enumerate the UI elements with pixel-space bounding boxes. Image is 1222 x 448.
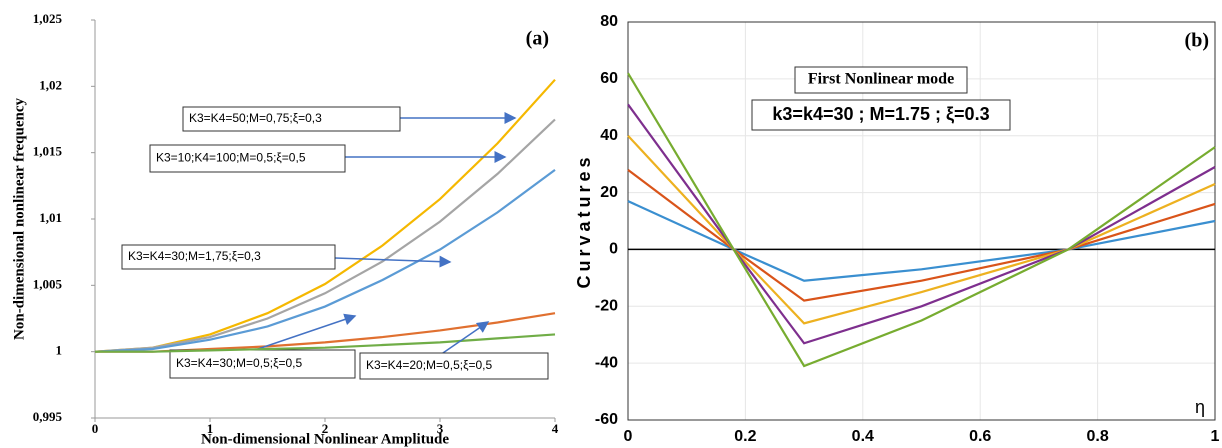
- y-tick-label: 1,02: [39, 77, 62, 92]
- annotation-arrow: [439, 321, 490, 356]
- y-tick-label: 1,005: [33, 276, 63, 291]
- line-series: [95, 333, 556, 353]
- y-tick-label: 60: [600, 70, 618, 87]
- annotation-arrow: [334, 255, 452, 268]
- legend-box: [121, 244, 336, 270]
- x-tick-label: 0: [92, 421, 99, 436]
- x-tick-label: 1: [207, 421, 214, 436]
- legend-box: [182, 106, 401, 132]
- x-tick-label: 3: [437, 421, 444, 436]
- x-tick-label: 2: [322, 421, 329, 436]
- panel-label: (a): [526, 28, 549, 50]
- legend-label: K3=K4=50;M=0,75;ξ=0,3: [189, 111, 322, 125]
- legend-label: K3=10;K4=100;M=0,5;ξ=0,5: [156, 151, 306, 165]
- line-series: [627, 134, 1216, 325]
- legend-label: K3=K4=30;M=0,5;ξ=0,5: [176, 356, 302, 370]
- line-series: [627, 200, 1216, 282]
- legend-label: K3=K4=20;M=0,5;ξ=0,5: [366, 358, 492, 372]
- y-tick-label: 1,015: [33, 144, 63, 159]
- x-tick-label: 0.6: [969, 428, 991, 445]
- x-tick-label: 0.4: [852, 428, 874, 445]
- y-tick-label: 80: [600, 13, 618, 30]
- y-tick-label: 40: [600, 127, 618, 144]
- y-tick-label: -40: [595, 354, 618, 371]
- y-tick-label: 0,995: [33, 409, 63, 424]
- annotation-arrow: [254, 313, 357, 351]
- y-axis-label: Curvatures: [574, 153, 594, 288]
- x-axis-label: η: [1195, 397, 1205, 417]
- panel: 0,995 1 1,005 1,01 1,015 1,02 1,025 0 1 2 3 4 K3=K4=…: [11, 11, 558, 447]
- line-series: [627, 103, 1216, 345]
- subtitle-box: [751, 99, 1011, 131]
- chart-title: First Nonlinear mode: [808, 71, 954, 88]
- x-tick-label: 1: [1211, 428, 1220, 445]
- x-axis-label: Non-dimensional Nonlinear Amplitude: [201, 431, 449, 447]
- line-series: [94, 118, 556, 353]
- x-tick-label: 0: [624, 428, 633, 445]
- chart-subtitle: k3=k4=30 ; M=1.75 ; ξ=0.3: [772, 104, 989, 125]
- x-tick-label: 0.2: [734, 428, 756, 445]
- legend-box: [359, 352, 549, 380]
- y-tick-label: 20: [600, 184, 618, 201]
- line-series: [627, 168, 1216, 302]
- y-tick-label: 1,01: [39, 210, 62, 225]
- line-series: [627, 72, 1216, 368]
- x-tick-label: 0.8: [1086, 428, 1108, 445]
- legend-box: [149, 144, 346, 173]
- line-series: [94, 169, 556, 353]
- y-tick-label: 1: [56, 343, 63, 358]
- y-tick-label: -60: [595, 411, 618, 428]
- y-tick-label: -20: [595, 298, 618, 315]
- panel: -60 -40 -20 0 20 40 60 80 0 0.2 0.4 0.6 0.8 1 (b) η Curv…: [574, 13, 1220, 445]
- legend-label: K3=K4=30;M=1,75;ξ=0,3: [128, 249, 261, 263]
- y-axis-label: Non-dimensional nonlinear frequency: [11, 98, 27, 340]
- x-tick-label: 4: [552, 421, 559, 436]
- y-tick-label: 0: [609, 241, 618, 258]
- y-tick-label: 1,025: [33, 11, 63, 26]
- panel-label: (b): [1185, 30, 1209, 52]
- title-box: [794, 66, 968, 94]
